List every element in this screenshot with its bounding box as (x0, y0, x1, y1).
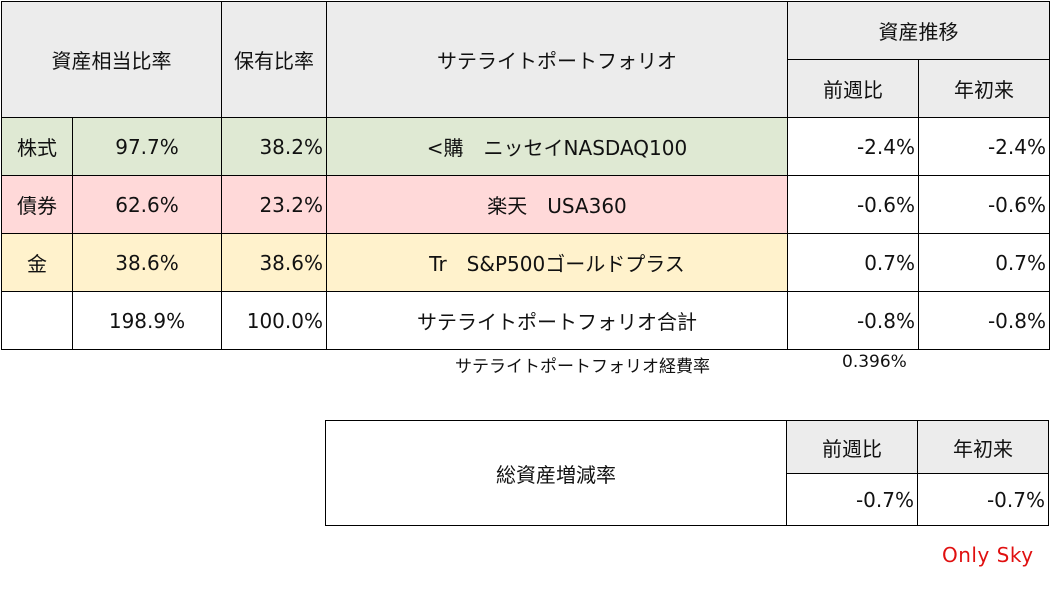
expense-ratio-value: 0.396% (842, 352, 907, 372)
ytd-cell: -2.4% (918, 117, 1050, 176)
total-week-change-cell: -0.7% (786, 473, 918, 526)
category-cell: 金 (1, 233, 73, 292)
fund-name-cell: Tr S&P500ゴールドプラス (326, 233, 788, 292)
category-cell (1, 291, 73, 350)
header-ytd: 年初来 (918, 59, 1050, 118)
total-ytd-cell: -0.7% (917, 473, 1049, 526)
total-asset-change-table: 総資産増減率 前週比 年初来 -0.7% -0.7% (325, 420, 1049, 526)
category-cell: 株式 (1, 117, 73, 176)
header-ytd: 年初来 (917, 420, 1049, 474)
total-asset-change-label: 総資産増減率 (325, 420, 787, 526)
header-satellite-portfolio: サテライトポートフォリオ (326, 1, 788, 118)
week-change-cell: -0.6% (787, 175, 919, 234)
fund-name-cell: サテライトポートフォリオ合計 (326, 291, 788, 350)
holding-ratio-cell: 23.2% (221, 175, 327, 234)
week-change-cell: -2.4% (787, 117, 919, 176)
expense-ratio-label: サテライトポートフォリオ経費率 (455, 357, 710, 377)
header-asset-transition: 資産推移 (787, 1, 1050, 60)
satellite-portfolio-table: 資産相当比率 保有比率 サテライトポートフォリオ 資産推移 前週比 年初来 株式… (1, 1, 1050, 350)
week-change-cell: 0.7% (787, 233, 919, 292)
header-week-change: 前週比 (787, 59, 919, 118)
holding-ratio-cell: 100.0% (221, 291, 327, 350)
ytd-cell: 0.7% (918, 233, 1050, 292)
table-row-total: 198.9% 100.0% サテライトポートフォリオ合計 -0.8% -0.8% (1, 291, 1050, 350)
fund-name-cell: 楽天 USA360 (326, 175, 788, 234)
category-cell: 債券 (1, 175, 73, 234)
ytd-cell: -0.6% (918, 175, 1050, 234)
table-row: 債券 62.6% 23.2% 楽天 USA360 -0.6% -0.6% (1, 175, 1050, 234)
table-row: 金 38.6% 38.6% Tr S&P500ゴールドプラス 0.7% 0.7% (1, 233, 1050, 292)
asset-ratio-cell: 97.7% (72, 117, 222, 176)
holding-ratio-cell: 38.6% (221, 233, 327, 292)
header-holding-ratio: 保有比率 (221, 1, 327, 118)
holding-ratio-cell: 38.2% (221, 117, 327, 176)
brand-signature: Only Sky (942, 543, 1034, 567)
table-row: 株式 97.7% 38.2% <購 ニッセイNASDAQ100 -2.4% -2… (1, 117, 1050, 176)
week-change-cell: -0.8% (787, 291, 919, 350)
asset-ratio-cell: 38.6% (72, 233, 222, 292)
header-week-change: 前週比 (786, 420, 918, 474)
ytd-cell: -0.8% (918, 291, 1050, 350)
fund-name-cell: <購 ニッセイNASDAQ100 (326, 117, 788, 176)
asset-ratio-cell: 62.6% (72, 175, 222, 234)
asset-ratio-cell: 198.9% (72, 291, 222, 350)
header-asset-ratio: 資産相当比率 (1, 1, 222, 118)
